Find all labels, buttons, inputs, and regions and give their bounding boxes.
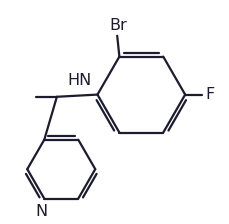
Text: F: F <box>205 87 214 102</box>
Text: N: N <box>35 204 47 219</box>
Text: HN: HN <box>67 73 91 88</box>
Text: Br: Br <box>109 18 127 33</box>
